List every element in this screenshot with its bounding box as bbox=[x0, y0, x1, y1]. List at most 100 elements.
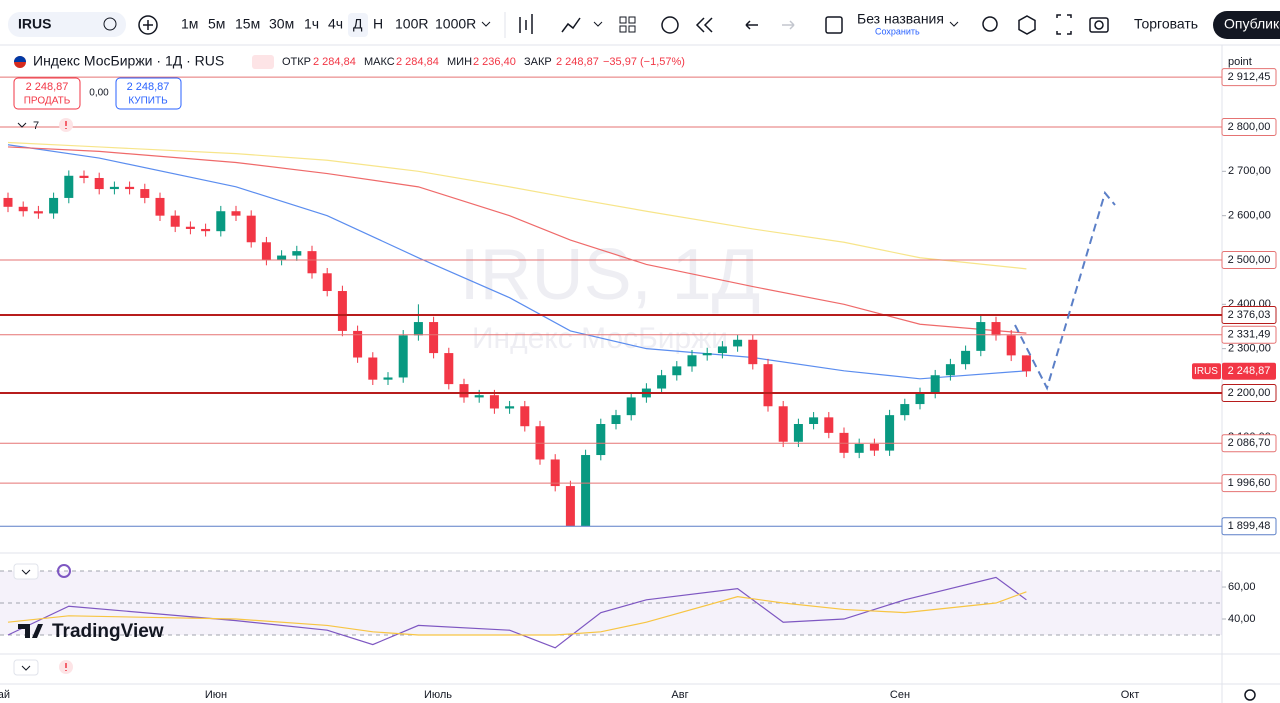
sell-button[interactable] bbox=[13, 77, 81, 110]
interval[interactable]: 100R bbox=[395, 16, 428, 32]
interval[interactable]: 1ч bbox=[304, 16, 319, 32]
redo[interactable] bbox=[782, 20, 795, 30]
candle-body bbox=[778, 406, 788, 442]
interval[interactable]: 30м bbox=[269, 16, 294, 32]
interval[interactable]: 1000R bbox=[435, 16, 476, 32]
settings-icon[interactable] bbox=[1018, 15, 1036, 35]
collapse-icon[interactable] bbox=[17, 122, 27, 128]
undo[interactable] bbox=[745, 20, 758, 30]
chart-type-icon[interactable] bbox=[519, 14, 533, 34]
candle-body bbox=[125, 186, 135, 190]
sell-price[interactable]: 2 248,87 bbox=[26, 81, 69, 93]
interval[interactable]: Д bbox=[353, 16, 363, 32]
ohlc-label: ЗАКР bbox=[524, 56, 552, 68]
sell-label[interactable]: ПРОДАТЬ bbox=[24, 96, 71, 107]
moving-average bbox=[7, 146, 1027, 334]
last-price-name-box bbox=[1192, 363, 1221, 380]
pane-indicator-icon[interactable] bbox=[57, 564, 71, 578]
forecast-drawing[interactable] bbox=[1014, 190, 1116, 391]
level-label-box bbox=[1221, 68, 1277, 87]
layout-icon bbox=[628, 16, 636, 24]
candle-body bbox=[140, 189, 150, 198]
alert-icon[interactable] bbox=[661, 16, 679, 34]
last-price-label: 2 248,87 bbox=[1228, 365, 1271, 377]
candle-body bbox=[611, 415, 621, 425]
interval[interactable]: Н bbox=[373, 16, 383, 32]
time-axis-label: Июль bbox=[424, 689, 452, 701]
rsi-line bbox=[7, 591, 1027, 636]
interval[interactable]: 15м bbox=[235, 16, 260, 32]
level-label: 2 500,00 bbox=[1228, 254, 1271, 266]
interval[interactable]: 4ч bbox=[328, 16, 343, 32]
candle-body bbox=[976, 322, 986, 351]
trade-button[interactable]: Торговать bbox=[1134, 16, 1198, 32]
indicators-count: 7 bbox=[33, 120, 39, 132]
candle-body bbox=[626, 397, 636, 416]
fullscreen-icon[interactable] bbox=[1056, 14, 1072, 35]
layout-icon[interactable] bbox=[619, 16, 627, 24]
level-label-box bbox=[1221, 305, 1277, 324]
compare-icon[interactable] bbox=[103, 17, 117, 31]
interval[interactable]: 1м bbox=[181, 16, 198, 32]
publish-label[interactable]: Опублико bbox=[1224, 16, 1280, 32]
rsi-tick-label: 40,00 bbox=[1228, 613, 1256, 625]
level-label-box bbox=[1221, 250, 1277, 269]
candle-body bbox=[748, 339, 758, 365]
search-icon[interactable] bbox=[982, 16, 998, 32]
pane-collapse[interactable] bbox=[13, 563, 39, 580]
level-label: 2 200,00 bbox=[1228, 387, 1271, 399]
pane-collapse[interactable] bbox=[13, 659, 39, 676]
candle-body bbox=[49, 197, 59, 214]
buy-label[interactable]: КУПИТЬ bbox=[128, 96, 168, 107]
candle-body bbox=[246, 215, 256, 243]
publish-button[interactable] bbox=[1213, 11, 1280, 39]
buy-button[interactable] bbox=[115, 77, 182, 110]
candle-body bbox=[109, 186, 119, 190]
candle-body bbox=[793, 424, 803, 442]
layout-checkbox[interactable] bbox=[825, 16, 843, 34]
candle-body bbox=[277, 255, 287, 260]
layout-name[interactable]: Без названия bbox=[857, 11, 944, 27]
candle-body bbox=[383, 377, 393, 380]
candle-body bbox=[854, 443, 864, 453]
level-label-box bbox=[1221, 325, 1277, 344]
flag-part bbox=[14, 56, 26, 62]
candle-body bbox=[1006, 335, 1016, 356]
collapse-icon bbox=[21, 569, 31, 575]
plot: 2 700,002 600,002 400,002 300,002 100,00… bbox=[0, 68, 1277, 649]
candle-body bbox=[474, 395, 484, 398]
moving-average bbox=[7, 141, 1027, 270]
indicators-icon[interactable] bbox=[561, 17, 581, 33]
candle-body bbox=[733, 339, 743, 347]
dropdown[interactable] bbox=[949, 21, 959, 27]
candle-body bbox=[398, 335, 408, 378]
candle-body bbox=[94, 177, 104, 190]
candle-body bbox=[550, 459, 560, 487]
ohlc-label: МАКС bbox=[364, 56, 395, 68]
plus bbox=[143, 20, 153, 30]
ohlc-value: 2 236,40 bbox=[473, 56, 516, 68]
candle-body bbox=[596, 424, 606, 456]
rsi-line bbox=[7, 576, 1027, 649]
candle-body bbox=[763, 364, 773, 407]
symbol[interactable]: IRUS bbox=[18, 16, 51, 32]
dropdown[interactable] bbox=[481, 21, 491, 27]
time-axis-label: Сен bbox=[890, 689, 910, 701]
save-state: Сохранить bbox=[875, 26, 920, 36]
snapshot-icon[interactable] bbox=[1089, 17, 1109, 33]
candle-body bbox=[170, 215, 180, 227]
candle-body bbox=[337, 291, 347, 331]
dropdown[interactable] bbox=[593, 21, 603, 27]
interval[interactable]: 5м bbox=[208, 16, 225, 32]
buy-price[interactable]: 2 248,87 bbox=[127, 81, 170, 93]
add-symbol[interactable] bbox=[138, 15, 158, 35]
last-price-name: IRUS bbox=[1194, 366, 1218, 377]
symbol-search[interactable] bbox=[8, 12, 126, 37]
replay-icon[interactable] bbox=[695, 17, 713, 33]
price-tick-label: 2 700,00 bbox=[1228, 165, 1271, 177]
candle-body bbox=[672, 366, 682, 376]
candle-body bbox=[581, 455, 591, 526]
axis-settings[interactable] bbox=[1244, 689, 1256, 701]
snapshot-lens bbox=[1094, 20, 1104, 30]
